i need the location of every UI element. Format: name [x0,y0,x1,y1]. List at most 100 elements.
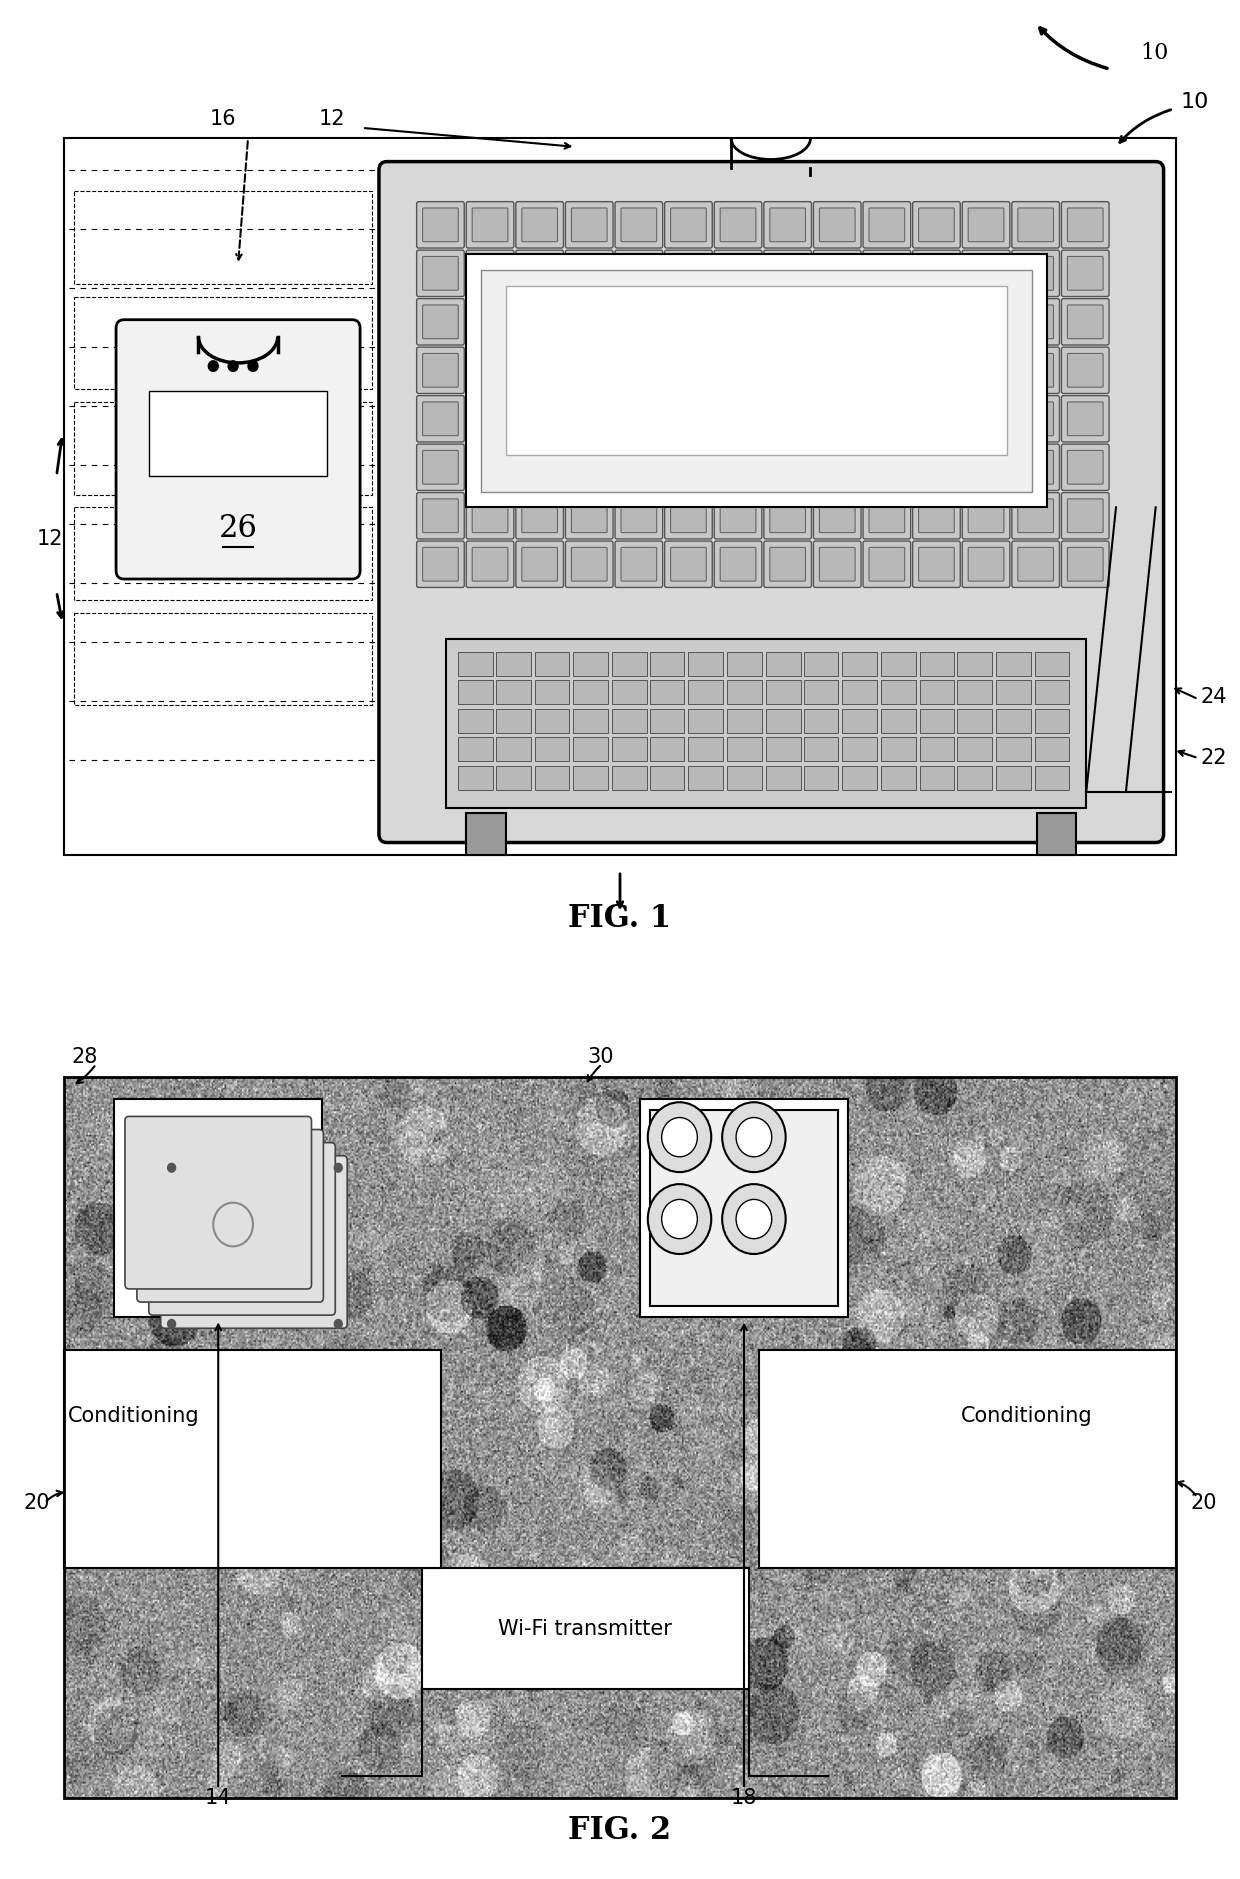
FancyBboxPatch shape [1061,250,1109,297]
FancyBboxPatch shape [615,541,662,588]
Bar [842,680,877,705]
FancyBboxPatch shape [863,443,910,490]
Bar [920,765,955,789]
Bar [613,680,647,705]
Circle shape [167,1163,176,1172]
Text: FIG. 2: FIG. 2 [568,1815,672,1845]
FancyBboxPatch shape [621,402,657,436]
FancyBboxPatch shape [671,353,707,387]
FancyBboxPatch shape [665,492,712,539]
FancyBboxPatch shape [968,451,1004,485]
Bar [688,708,723,733]
Bar [880,680,915,705]
FancyBboxPatch shape [764,299,811,346]
Bar [727,708,761,733]
FancyBboxPatch shape [665,201,712,248]
Bar [74,402,372,494]
Bar [459,708,494,733]
Text: 20: 20 [24,1494,50,1513]
FancyBboxPatch shape [417,396,464,442]
FancyBboxPatch shape [770,304,806,338]
FancyBboxPatch shape [919,402,955,436]
Circle shape [228,361,238,372]
FancyBboxPatch shape [516,492,563,539]
FancyBboxPatch shape [565,492,613,539]
FancyBboxPatch shape [615,492,662,539]
FancyBboxPatch shape [522,500,558,532]
FancyBboxPatch shape [869,500,905,532]
FancyBboxPatch shape [913,201,960,248]
Bar [650,1110,838,1306]
Bar [920,737,955,761]
FancyBboxPatch shape [417,348,464,393]
FancyBboxPatch shape [522,451,558,485]
Bar [1034,765,1069,789]
Bar [957,652,992,676]
FancyBboxPatch shape [466,348,513,393]
Bar [74,297,372,389]
FancyBboxPatch shape [472,209,508,242]
Bar [688,680,723,705]
FancyBboxPatch shape [621,209,657,242]
Bar [804,737,838,761]
FancyBboxPatch shape [820,500,856,532]
Bar [496,708,531,733]
Bar [534,680,569,705]
Bar [459,680,494,705]
Bar [688,652,723,676]
FancyBboxPatch shape [1018,451,1054,485]
FancyBboxPatch shape [671,256,707,289]
FancyBboxPatch shape [1012,396,1059,442]
Circle shape [737,1118,771,1157]
FancyBboxPatch shape [962,443,1009,490]
FancyBboxPatch shape [869,209,905,242]
FancyBboxPatch shape [466,443,513,490]
Bar [880,652,915,676]
Text: 12: 12 [319,109,346,130]
FancyBboxPatch shape [1012,492,1059,539]
FancyBboxPatch shape [720,353,756,387]
FancyBboxPatch shape [565,348,613,393]
FancyBboxPatch shape [572,353,608,387]
Bar [880,737,915,761]
Bar [496,765,531,789]
FancyBboxPatch shape [522,353,558,387]
Bar [506,286,1007,455]
FancyBboxPatch shape [764,348,811,393]
FancyBboxPatch shape [516,201,563,248]
Bar [842,765,877,789]
FancyBboxPatch shape [863,396,910,442]
FancyBboxPatch shape [472,451,508,485]
FancyBboxPatch shape [417,299,464,346]
FancyBboxPatch shape [572,451,608,485]
FancyBboxPatch shape [665,396,712,442]
FancyBboxPatch shape [1068,256,1104,289]
FancyBboxPatch shape [466,541,513,588]
FancyBboxPatch shape [770,500,806,532]
FancyBboxPatch shape [522,304,558,338]
Bar [446,639,1086,808]
FancyBboxPatch shape [565,201,613,248]
Bar [74,507,372,599]
FancyBboxPatch shape [572,547,608,581]
Bar [640,1099,848,1317]
FancyBboxPatch shape [423,402,459,436]
FancyBboxPatch shape [1068,451,1104,485]
FancyBboxPatch shape [671,209,707,242]
Text: 22: 22 [1200,748,1226,769]
FancyBboxPatch shape [1061,396,1109,442]
FancyBboxPatch shape [720,402,756,436]
FancyBboxPatch shape [770,256,806,289]
Bar [957,708,992,733]
FancyBboxPatch shape [764,250,811,297]
Bar [149,391,327,475]
FancyBboxPatch shape [423,451,459,485]
Circle shape [722,1184,786,1253]
Bar [650,652,684,676]
FancyBboxPatch shape [466,492,513,539]
FancyBboxPatch shape [472,402,508,436]
FancyBboxPatch shape [417,250,464,297]
Bar [759,1351,1176,1569]
FancyBboxPatch shape [919,304,955,338]
Bar [613,765,647,789]
